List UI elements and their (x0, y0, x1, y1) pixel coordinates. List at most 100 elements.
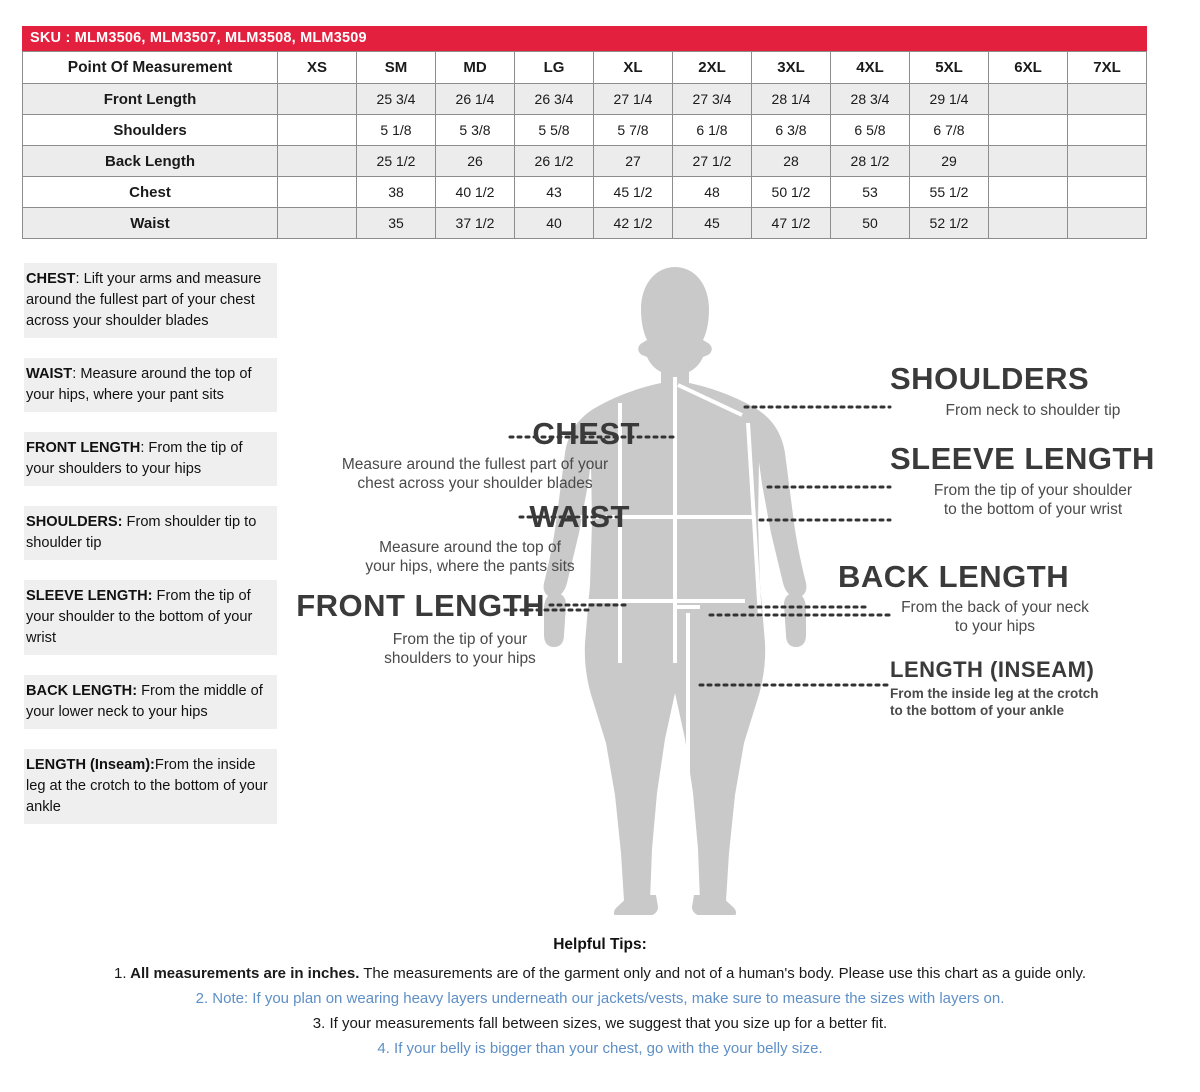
tip-number: 3. (312, 1015, 326, 1032)
cell-back-length-3xl: 28 (751, 145, 831, 177)
leader-lines (503, 405, 892, 687)
definition-box-back-length: BACK LENGTH: From the middle of your low… (24, 675, 277, 729)
column-header-xs: XS (277, 51, 357, 84)
row-label-shoulders: Shoulders (22, 114, 278, 146)
diagram-sub-sleeve-length: From the tip of your shoulder to the bot… (888, 481, 1178, 519)
definition-text: From the tip of your shoulder to the bot… (26, 588, 253, 646)
definition-text: : Measure around the top of your hips, w… (26, 366, 252, 403)
cell-shoulders-6xl (988, 114, 1068, 146)
diagram-label-back-length: BACK LENGTH (838, 561, 1138, 592)
diagram-sub-front-length: From the tip of your shoulders to your h… (330, 630, 590, 668)
helpful-tip-item: 2. Note: If you plan on wearing heavy la… (0, 986, 1200, 1011)
diagram-sub-chest: Measure around the fullest part of your … (320, 455, 630, 493)
definition-text: From shoulder tip to shoulder tip (26, 514, 257, 551)
cell-front-length-5xl: 29 1/4 (909, 83, 989, 115)
tip-text: If your measurements fall between sizes,… (325, 1015, 888, 1032)
cell-front-length-lg: 26 3/4 (514, 83, 594, 115)
definition-box-waist: WAIST: Measure around the top of your hi… (24, 358, 277, 412)
definition-term: FRONT LENGTH (26, 440, 141, 456)
diagram-back-length-sub1: From the back of your neck (901, 599, 1089, 616)
cell-back-length-md: 26 (435, 145, 515, 177)
measurement-guide-lines (575, 377, 762, 855)
cell-front-length-7xl (1067, 83, 1147, 115)
tip-text: The measurements are of the garment only… (359, 965, 1086, 982)
diagram-front-length-sub2: shoulders to your hips (384, 650, 536, 667)
cell-front-length-xl: 27 1/4 (593, 83, 673, 115)
cell-shoulders-4xl: 6 5/8 (830, 114, 910, 146)
cell-chest-5xl: 55 1/2 (909, 176, 989, 208)
row-label-front-length: Front Length (22, 83, 278, 115)
helpful-tip-item: 1. All measurements are in inches. The m… (0, 961, 1200, 986)
diagram-sleeve-length-sub1: From the tip of your shoulder (933, 482, 1133, 499)
diagram-label-inseam: LENGTH (INSEAM) (890, 659, 1190, 681)
diagram-inseam-sub2: to the bottom of your ankle (890, 703, 1064, 718)
measurement-definitions-panel: CHEST: Lift your arms and measure around… (24, 263, 277, 844)
column-header-6xl: 6XL (988, 51, 1068, 84)
cell-chest-xs (277, 176, 357, 208)
cell-chest-4xl: 53 (830, 176, 910, 208)
diagram-sub-back-length: From the back of your neck to your hips (870, 598, 1120, 636)
diagram-label-front-length: FRONT LENGTH (265, 590, 545, 621)
table-row: Back Length 25 1/2 26 26 1/2 27 27 1/2 28 28 1/… (22, 145, 1147, 177)
size-chart-table: Point Of Measurement XS SM MD LG XL 2XL 3XL 4XL… (22, 51, 1147, 239)
cell-front-length-3xl: 28 1/4 (751, 83, 831, 115)
cell-back-length-2xl: 27 1/2 (672, 145, 752, 177)
diagram-label-chest: CHEST (280, 418, 640, 449)
definition-term: SLEEVE LENGTH: (26, 588, 153, 604)
diagram-inseam-sub1: From the inside leg at the crotch (890, 686, 1099, 701)
cell-front-length-2xl: 27 3/4 (672, 83, 752, 115)
cell-waist-2xl: 45 (672, 207, 752, 239)
guide-sleeve-length (746, 422, 762, 618)
table-row: Chest 38 40 1/2 43 45 1/2 48 50 1/2 53 55 1/2 (22, 176, 1147, 208)
cell-back-length-4xl: 28 1/2 (830, 145, 910, 177)
tip-text: Note: If you plan on wearing heavy layer… (208, 990, 1005, 1007)
cell-shoulders-sm: 5 1/8 (356, 114, 436, 146)
cell-shoulders-xl: 5 7/8 (593, 114, 673, 146)
cell-front-length-6xl (988, 83, 1068, 115)
column-header-md: MD (435, 51, 515, 84)
diagram-waist-sub1: Measure around the top of (379, 539, 561, 556)
column-header-lg: LG (514, 51, 594, 84)
column-header-5xl: 5XL (909, 51, 989, 84)
definition-box-shoulders: SHOULDERS: From shoulder tip to shoulder… (24, 506, 277, 560)
table-header-row: Point Of Measurement XS SM MD LG XL 2XL 3XL 4XL… (22, 51, 1147, 84)
helpful-tip-item: 3. If your measurements fall between siz… (0, 1011, 1200, 1036)
definition-box-chest: CHEST: Lift your arms and measure around… (24, 263, 277, 338)
definition-text: : From the tip of your shoulders to your… (26, 440, 243, 477)
diagram-chest-sub1: Measure around the fullest part of your (341, 456, 609, 473)
diagram-front-length-sub1: From the tip of your (392, 631, 528, 648)
diagram-shoulders-sub1: From neck to shoulder tip (945, 402, 1121, 419)
column-header-2xl: 2XL (672, 51, 752, 84)
cell-chest-6xl (988, 176, 1068, 208)
column-header-point-of-measurement: Point Of Measurement (22, 51, 278, 84)
diagram-back-length-title: BACK LENGTH (838, 559, 1070, 594)
guide-shoulders (677, 383, 743, 417)
cell-back-length-xl: 27 (593, 145, 673, 177)
cell-shoulders-xs (277, 114, 357, 146)
diagram-chest-title: CHEST (532, 416, 640, 451)
diagram-label-sleeve-length: SLEEVE LENGTH (890, 443, 1190, 474)
table-row: Shoulders 5 1/8 5 3/8 5 5/8 5 7/8 6 1/8 6 3/8 6… (22, 114, 1147, 146)
cell-chest-7xl (1067, 176, 1147, 208)
diagram-front-length-title: FRONT LENGTH (296, 588, 545, 623)
diagram-shoulders-title: SHOULDERS (890, 361, 1090, 396)
cell-waist-7xl (1067, 207, 1147, 239)
cell-chest-2xl: 48 (672, 176, 752, 208)
cell-shoulders-7xl (1067, 114, 1147, 146)
cell-shoulders-md: 5 3/8 (435, 114, 515, 146)
cell-back-length-xs (277, 145, 357, 177)
cell-waist-3xl: 47 1/2 (751, 207, 831, 239)
diagram-label-shoulders: SHOULDERS (890, 363, 1180, 394)
definition-term: CHEST (26, 271, 76, 287)
diagram-sub-shoulders: From neck to shoulder tip (888, 401, 1178, 420)
cell-front-length-sm: 25 3/4 (356, 83, 436, 115)
cell-back-length-sm: 25 1/2 (356, 145, 436, 177)
helpful-tip-item: 4. If your belly is bigger than your che… (0, 1036, 1200, 1061)
column-header-sm: SM (356, 51, 436, 84)
cell-waist-sm: 35 (356, 207, 436, 239)
cell-chest-sm: 38 (356, 176, 436, 208)
size-chart-table-container: SKU : MLM3506, MLM3507, MLM3508, MLM3509… (22, 26, 1147, 239)
diagram-inseam-title: LENGTH (INSEAM) (890, 657, 1095, 682)
table-row: Front Length 25 3/4 26 1/4 26 3/4 27 1/4 27 3… (22, 83, 1147, 115)
row-label-back-length: Back Length (22, 145, 278, 177)
